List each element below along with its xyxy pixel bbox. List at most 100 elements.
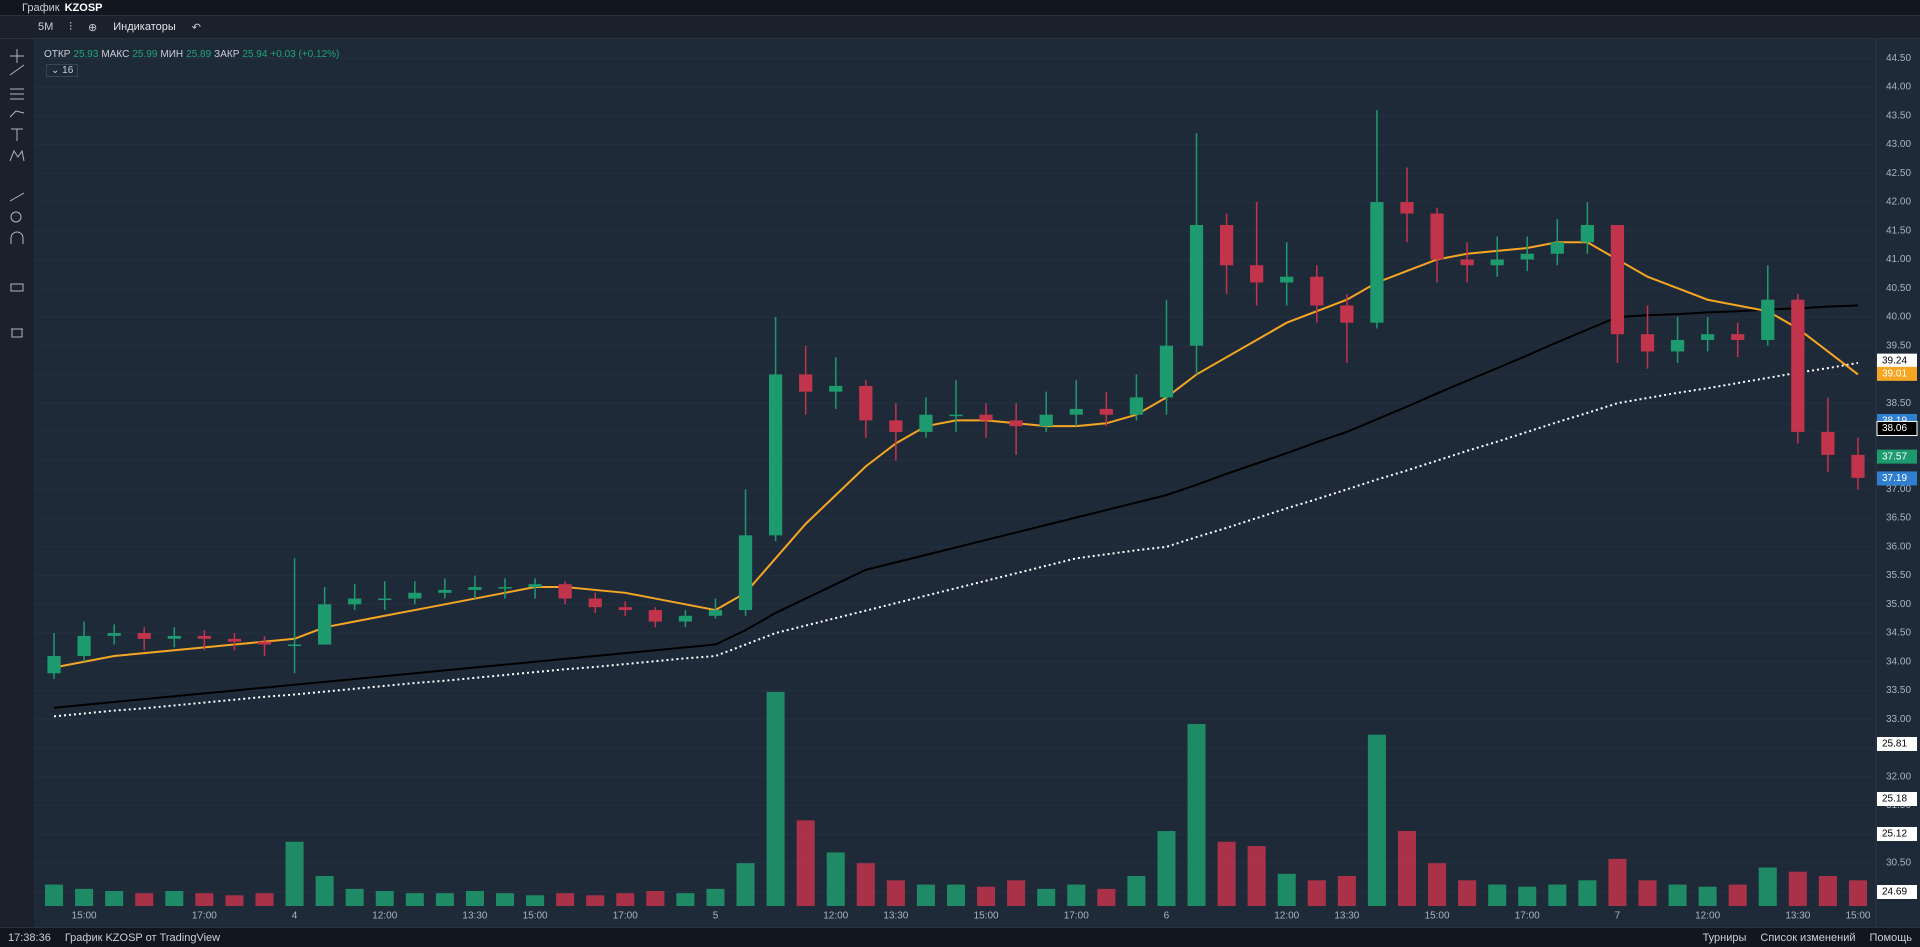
x-tick-label: 6 — [1164, 911, 1170, 922]
indicators-toggle[interactable]: ⌄ 16 — [46, 64, 79, 77]
volume-bar — [1097, 888, 1116, 906]
zoom-tool[interactable] — [10, 211, 22, 223]
candle-body — [137, 633, 151, 639]
symbol[interactable]: KZOSP — [64, 1, 103, 14]
trendline-tool[interactable] — [9, 64, 25, 76]
help[interactable]: Помощь — [1869, 931, 1913, 944]
x-tick-label: 13:30 — [1785, 911, 1810, 922]
candle-body — [438, 589, 452, 593]
candle-body — [468, 587, 482, 590]
x-tick-label: 13:30 — [883, 911, 908, 922]
volume-bar — [1217, 841, 1236, 906]
x-tick-label: 7 — [1615, 911, 1621, 922]
candle-body — [498, 587, 512, 589]
volume-bar — [796, 820, 815, 906]
x-tick-label: 15:00 — [72, 911, 97, 922]
y-tick-label: 37.00 — [1886, 484, 1911, 495]
ohlc-legend: ОТКР 25.93 МАКС 25.99 МИН 25.89 ЗАКР 25.94 +… — [44, 49, 339, 60]
y-tick-label: 43.50 — [1886, 110, 1911, 121]
x-tick-label: 4 — [292, 911, 298, 922]
y-tick-label: 34.50 — [1886, 628, 1911, 639]
crosshair-tool[interactable] — [10, 49, 24, 63]
volume-bar — [916, 884, 935, 906]
fib-tool[interactable] — [10, 88, 24, 100]
x-tick-label: 15:00 — [974, 911, 999, 922]
drawing-tools — [9, 49, 25, 338]
ruler-tool[interactable] — [9, 192, 25, 202]
change-value: +0.03 (+0.12%) — [270, 49, 340, 60]
drawing-toolbar — [0, 39, 35, 927]
brush-tool[interactable] — [9, 110, 25, 118]
source[interactable]: График KZOSP от TradingView — [64, 931, 221, 944]
volume-bar — [1187, 723, 1206, 906]
candle-body — [1821, 431, 1835, 455]
volume-bar — [315, 876, 334, 906]
candle-body — [1039, 414, 1053, 427]
candle-body — [889, 420, 903, 432]
y-tick-label: 30.50 — [1886, 858, 1911, 869]
compare-button[interactable]: ⊕ — [88, 21, 98, 34]
price-tag — [1877, 366, 1917, 381]
indicator-tag — [1877, 827, 1917, 841]
candle-body — [1580, 225, 1594, 243]
x-tick-label: 12:00 — [823, 911, 848, 922]
candle-body — [77, 635, 91, 657]
changelog[interactable]: Список изменений — [1760, 931, 1856, 944]
volume-bar — [826, 852, 845, 906]
indicator-tag-label: 25.18 — [1882, 794, 1907, 805]
y-tick-label: 33.50 — [1886, 685, 1911, 696]
chart-type-button[interactable]: ⫶ — [69, 20, 73, 33]
candle-body — [1640, 334, 1655, 352]
candle-body — [738, 535, 753, 611]
candle-body — [107, 633, 121, 636]
delete-tool[interactable] — [11, 328, 23, 338]
price-tag-label: 38.06 — [1882, 423, 1907, 434]
candle-body — [1520, 253, 1534, 260]
candle-body — [618, 607, 632, 611]
window-title: График — [22, 1, 60, 14]
interval-button[interactable]: 5M — [38, 21, 54, 33]
volume-bar — [285, 841, 304, 906]
volume-bar — [1488, 884, 1507, 906]
volume-bar — [886, 880, 905, 906]
pattern-tool[interactable] — [9, 149, 25, 162]
volume-bar — [586, 895, 605, 906]
volume-bar — [977, 886, 996, 906]
plot-background — [34, 39, 1920, 927]
volume-bar — [556, 893, 575, 906]
price-tag-label: 39.24 — [1882, 355, 1907, 366]
tournaments[interactable]: Турниры — [1702, 931, 1747, 944]
y-tick-label: 41.50 — [1886, 225, 1911, 236]
low-value: 25.89 — [186, 49, 212, 60]
volume-bar — [1758, 867, 1777, 906]
magnet-tool[interactable] — [10, 231, 24, 244]
candle-body — [1099, 408, 1113, 415]
text-tool[interactable] — [11, 128, 23, 141]
candle-body — [1731, 334, 1745, 340]
volume-bar — [75, 888, 94, 906]
toolbar: 5M ⫶ ⊕ Индикаторы ↶ — [0, 16, 1920, 39]
volume-bar — [1037, 888, 1056, 906]
candle-body — [799, 374, 813, 392]
volume-bar — [1247, 846, 1266, 906]
x-tick-label: 17:00 — [1064, 911, 1089, 922]
indicator-tag — [1877, 792, 1917, 806]
y-tick-label: 34.00 — [1886, 656, 1911, 667]
candle-body — [318, 604, 332, 645]
volume-bar — [766, 691, 785, 906]
candle-body — [1701, 334, 1715, 340]
candle-body — [47, 656, 61, 674]
clock: 17:38:36 — [8, 931, 51, 944]
candle-body — [408, 592, 422, 599]
volume-bar — [1818, 876, 1837, 906]
y-tick-label: 38.50 — [1886, 398, 1911, 409]
volume-bar — [706, 888, 725, 906]
lock-tool[interactable] — [10, 283, 24, 292]
volume-bar — [1458, 880, 1477, 906]
indicators-button[interactable]: Индикаторы — [113, 21, 176, 33]
indicator-tag-label: 24.69 — [1882, 887, 1907, 898]
x-tick-label: 17:00 — [613, 911, 638, 922]
volume-bar — [1728, 884, 1747, 906]
undo-button[interactable]: ↶ — [191, 21, 201, 34]
